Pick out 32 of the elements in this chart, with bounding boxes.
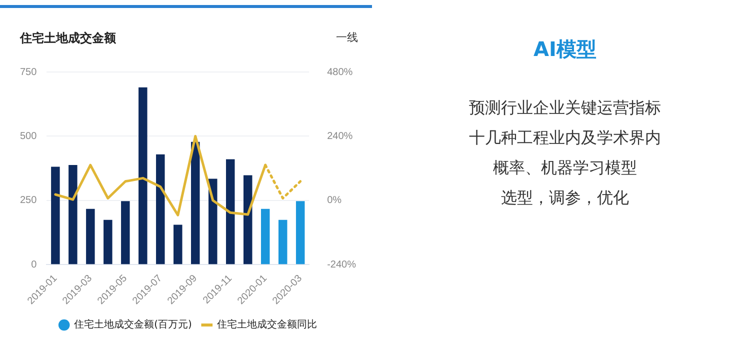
y-tick-label: 0 xyxy=(31,259,38,270)
bar xyxy=(86,208,95,264)
bar xyxy=(191,142,200,264)
bar xyxy=(226,159,235,264)
y2-tick-label: 0% xyxy=(327,195,342,206)
y-tick-label: 750 xyxy=(20,66,38,78)
y2-tick-label: 240% xyxy=(327,130,353,142)
bar xyxy=(174,224,182,264)
bar xyxy=(243,175,252,264)
bar xyxy=(296,201,305,264)
text: 一线 xyxy=(336,30,358,45)
text: AI模型 xyxy=(532,36,598,63)
chart-title: 住宅土地成交金额 xyxy=(20,30,116,47)
text: 预测行业企业关键运营指标 xyxy=(468,97,662,119)
bar xyxy=(138,87,148,264)
text: 概率、机器学习模型 xyxy=(492,157,638,179)
y-tick-label: 250 xyxy=(20,195,38,206)
y-tick-label: 500 xyxy=(20,130,38,142)
legend-label: 住宅土地成交金额同比 xyxy=(216,318,317,331)
bar xyxy=(156,154,165,264)
bar xyxy=(278,220,288,264)
text: 选型，调参，优化 xyxy=(500,187,630,209)
bar xyxy=(260,208,270,264)
bar xyxy=(51,166,60,264)
text: 十几种工程业内及学术界内 xyxy=(468,127,662,149)
bar xyxy=(121,201,130,264)
bar xyxy=(208,178,218,264)
legend-label: 住宅土地成交金额(百万元) xyxy=(74,318,192,331)
y2-tick-label: 480% xyxy=(327,66,353,78)
bar xyxy=(68,164,78,264)
bar xyxy=(104,220,112,264)
y2-tick-label: -240% xyxy=(327,259,356,270)
